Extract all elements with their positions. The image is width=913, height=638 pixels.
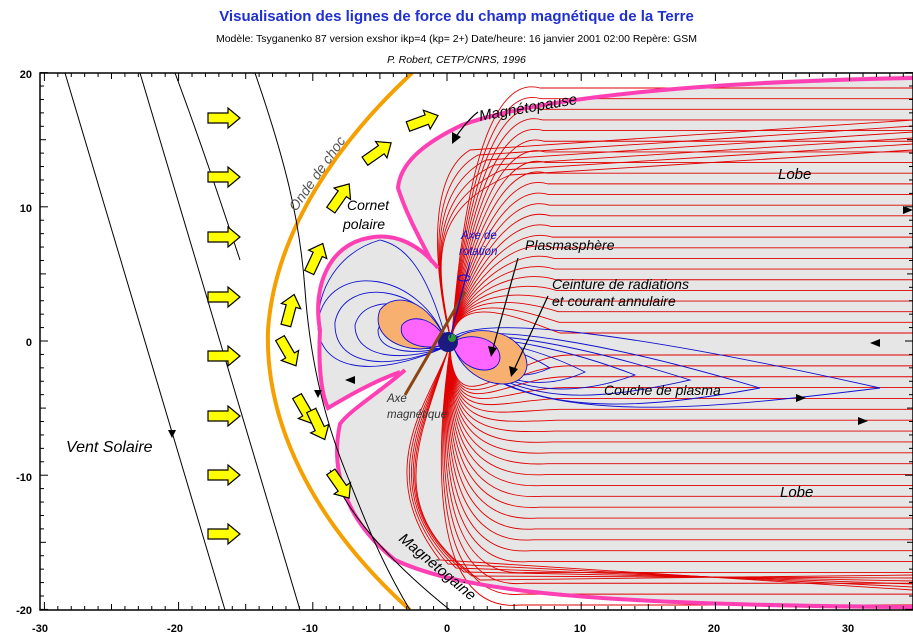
y-tick-label: -20 (16, 605, 32, 617)
rotation-indicator (457, 274, 471, 282)
plasmasphere-south (451, 336, 501, 371)
magnetic-axis-label-2: magnétique (387, 409, 447, 421)
x-tick-labels: -30 -20 -10 0 10 20 30 (32, 623, 854, 635)
solar-wind-arrow (207, 522, 241, 546)
field-direction-arrows (168, 206, 913, 438)
rotation-axis (449, 261, 471, 339)
radiation-belt-label-1: Ceinture de radiations (552, 276, 689, 292)
solar-wind-arrow (207, 285, 241, 309)
bow-shock (265, 73, 414, 610)
solar-wind-arrow (303, 242, 328, 276)
open-field-line (409, 349, 913, 588)
lobe-south-label: Lobe (780, 484, 813, 501)
x-tick-label: 0 (444, 623, 450, 635)
polar-cusp-label-2: polaire (342, 216, 385, 232)
open-field-line (406, 349, 913, 591)
radiation-belt-label-2: et courant annulaire (552, 293, 676, 309)
open-field-line (449, 347, 913, 465)
x-tick-label: 20 (708, 623, 720, 635)
solar-wind-arrow (325, 468, 352, 499)
solar-wind-arrow (207, 225, 241, 249)
solar-wind-lines (64, 73, 451, 610)
x-tick-label: 10 (574, 623, 586, 635)
label-pointer-heads (452, 132, 518, 377)
open-field-line (410, 349, 913, 585)
solar-wind-arrow (207, 404, 241, 428)
open-field-line (412, 349, 913, 582)
x-tick-label: -20 (167, 623, 183, 635)
solar-wind-arrow (207, 165, 241, 189)
lobe-north-label: Lobe (778, 166, 811, 183)
y-tick-label: 0 (26, 337, 32, 349)
earth-highlight (448, 334, 456, 342)
magnetopause-cusp-north (316, 234, 440, 411)
plasmasphere-label: Plasmasphère (525, 237, 615, 253)
solar-wind-arrow (207, 106, 241, 130)
solar-wind-arrow (279, 293, 302, 328)
open-field-line (449, 347, 913, 476)
y-tick-label: 20 (20, 69, 32, 81)
solar-wind-arrow (325, 183, 352, 214)
open-field-line (449, 347, 913, 406)
x-tick-label: -10 (302, 623, 318, 635)
author-subtitle: P. Robert, CETP/CNRS, 1996 (387, 54, 526, 66)
x-tick-label: 30 (842, 623, 854, 635)
magnetopause-south (335, 368, 913, 609)
open-field-line (449, 347, 913, 391)
magnetic-axis (403, 291, 467, 396)
open-field-line (415, 349, 913, 581)
y-tick-label: 10 (20, 203, 32, 215)
rotation-axis-label-1: Axe de (460, 230, 497, 242)
solar-wind-arrows (207, 106, 439, 546)
rotation-axis-label-2: rotation (459, 246, 497, 258)
plasma-sheet-label: Couche de plasma (604, 382, 721, 398)
open-field-line (451, 311, 913, 336)
figure-title: Visualisation des lignes de force du cha… (219, 8, 694, 25)
y-tick-labels: 20 10 0 -10 -20 (16, 69, 32, 617)
y-tick-label: -10 (16, 472, 32, 484)
solar-wind-arrow (207, 344, 241, 368)
model-subtitle: Modèle: Tsyganenko 87 version exshor ikp… (215, 33, 698, 45)
magnetic-axis-label-1: Axe (386, 393, 407, 405)
open-field-line (440, 149, 913, 337)
solar-wind-label: Vent Solaire (66, 439, 153, 456)
magnetopause-north (395, 76, 913, 263)
magnetosphere-fill (318, 75, 913, 610)
axis-ticks (40, 72, 913, 610)
x-tick-label: -30 (32, 623, 48, 635)
open-field-line (449, 347, 913, 394)
solar-wind-arrow (274, 334, 300, 367)
solar-wind-arrow (405, 109, 439, 132)
solar-wind-arrow (361, 140, 392, 167)
solar-wind-arrow (207, 463, 241, 487)
solar-wind-arrow (305, 407, 330, 441)
polar-cusp-label-1: Cornet (347, 197, 390, 213)
